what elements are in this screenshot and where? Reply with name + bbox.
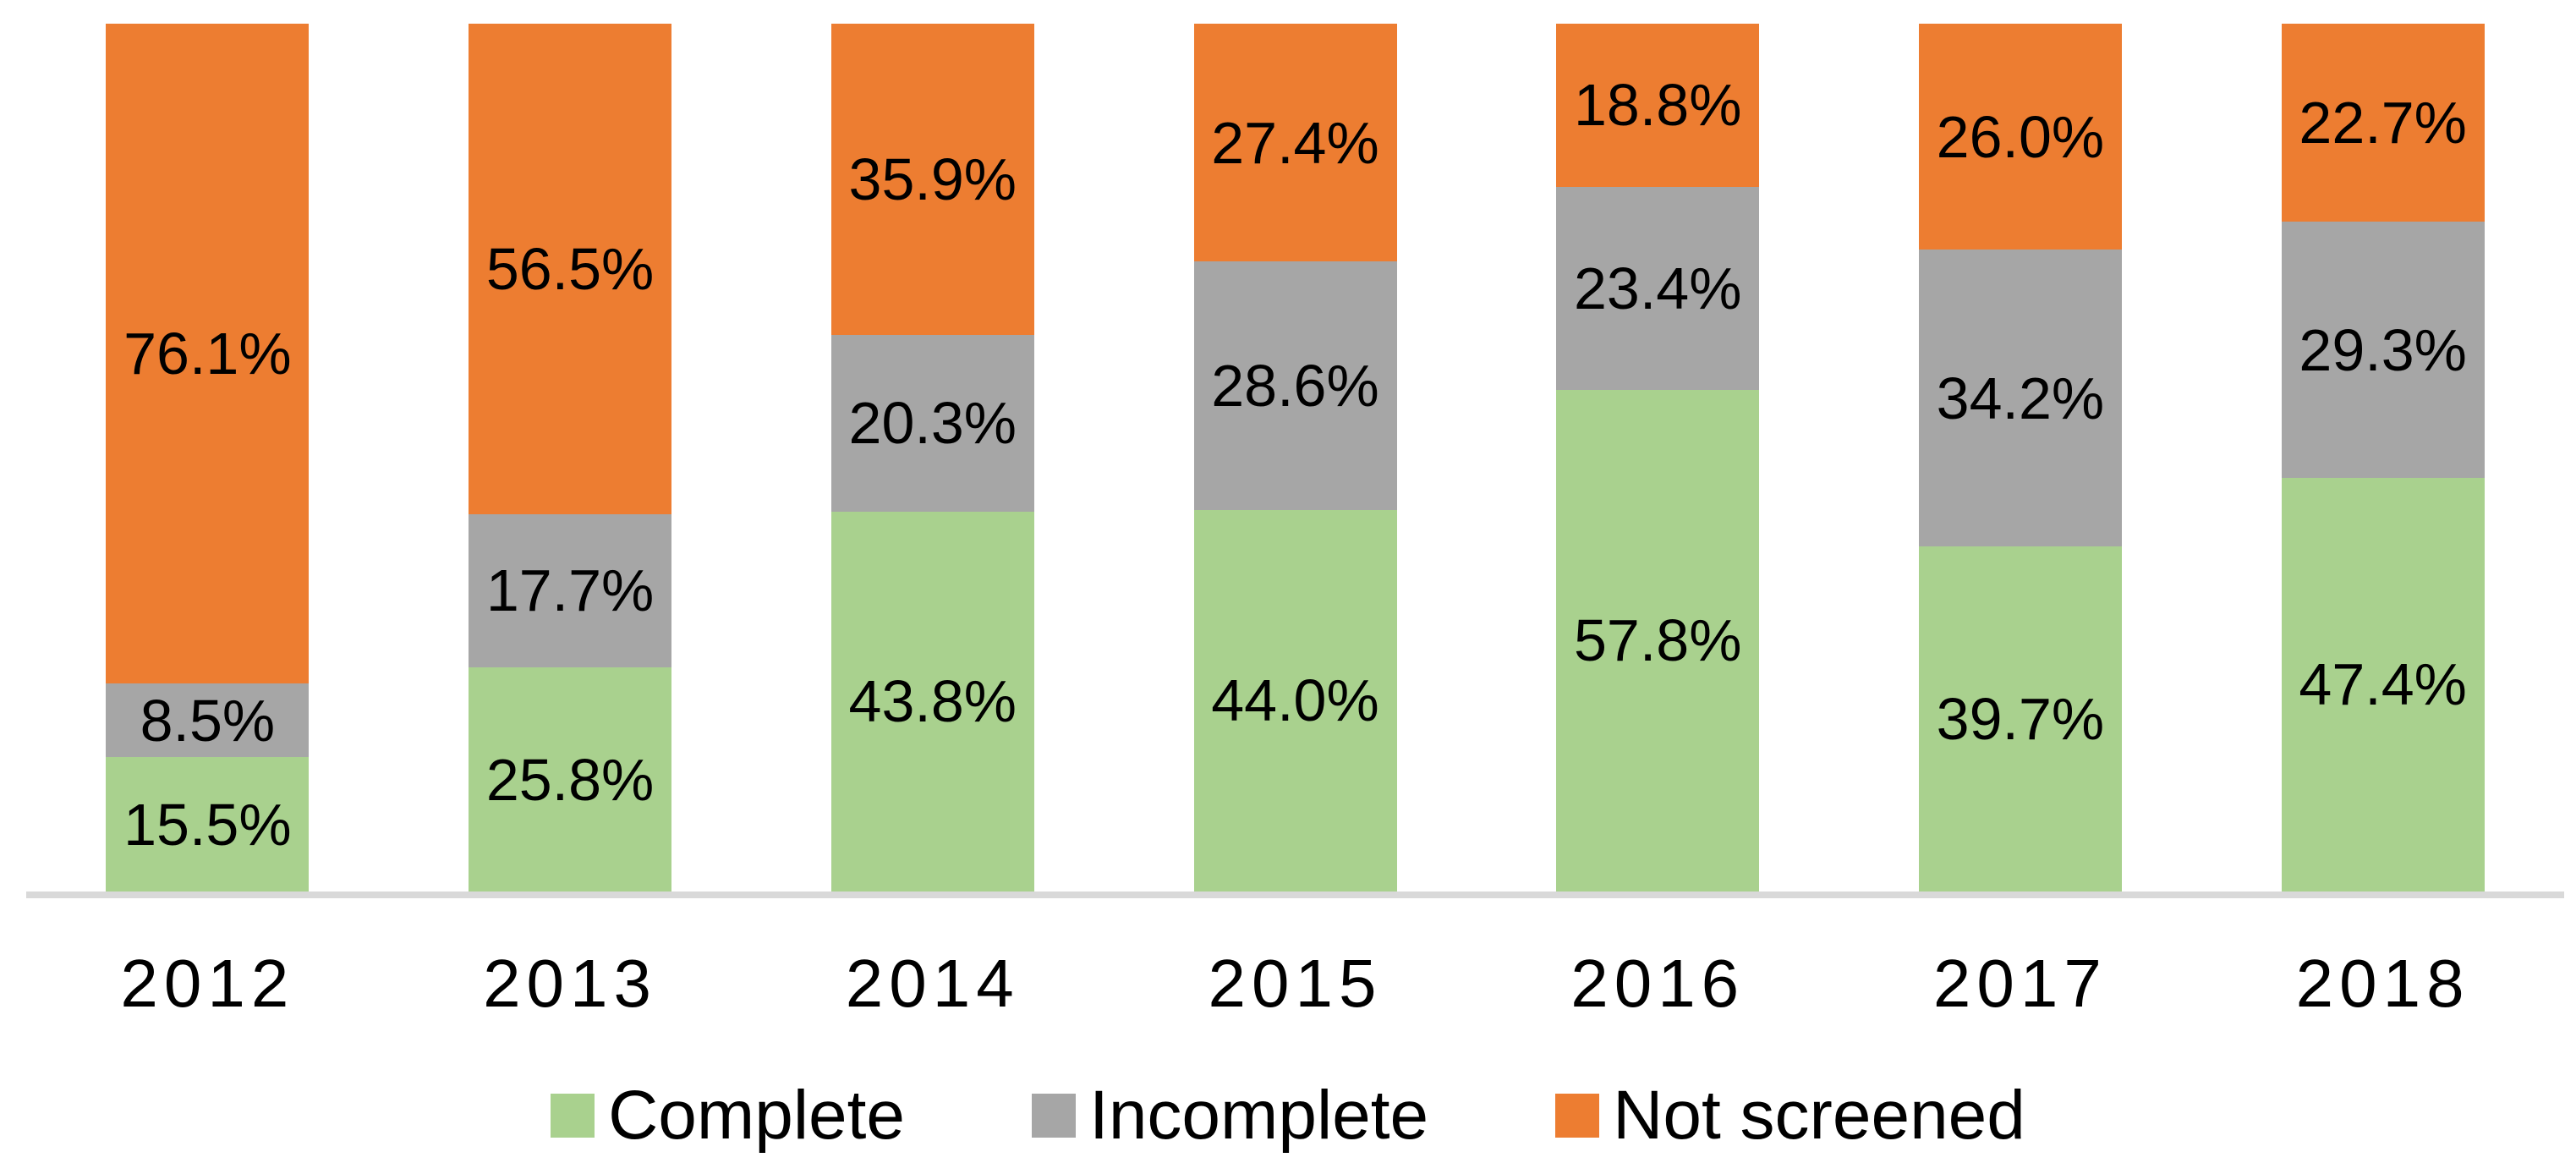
legend-item-incomplete: Incomplete [1032, 1081, 1428, 1150]
segment-complete-2014: 43.8% [830, 511, 1034, 891]
legend-label: Complete [608, 1077, 906, 1154]
legend: Complete Incomplete Not screened [0, 1081, 2576, 1150]
legend-swatch-not-screened [1555, 1094, 1600, 1138]
segment-incomplete-2014: 20.3% [830, 335, 1034, 512]
segment-not-screened-2014: 35.9% [830, 24, 1034, 336]
segment-not-screened-2015: 27.4% [1193, 24, 1397, 262]
bar-2016: 18.8% 23.4% 57.8% [1556, 24, 1760, 891]
data-label: 47.4% [2299, 651, 2467, 718]
x-axis-label-2017: 2017 [1932, 946, 2107, 1021]
segment-complete-2017: 39.7% [1918, 546, 2122, 891]
legend-item-not-screened: Not screened [1555, 1081, 2025, 1150]
x-axis-line [26, 891, 2564, 898]
bar-2017: 26.0% 34.2% 39.7% [1918, 24, 2122, 891]
segment-incomplete-2017: 34.2% [1918, 250, 2122, 547]
segment-complete-2013: 25.8% [469, 667, 672, 891]
segment-incomplete-2016: 23.4% [1556, 186, 1760, 390]
segment-incomplete-2013: 17.7% [469, 513, 672, 668]
data-label: 23.4% [1573, 255, 1742, 321]
segment-not-screened-2017: 26.0% [1918, 24, 2122, 250]
x-axis-label-2013: 2013 [483, 946, 658, 1021]
legend-label: Incomplete [1089, 1077, 1429, 1154]
legend-swatch-complete [551, 1094, 595, 1138]
data-label: 27.4% [1211, 109, 1379, 176]
bar-2018: 22.7% 29.3% 47.4% [2281, 24, 2485, 891]
bar-2012: 76.1% 8.5% 15.5% [106, 24, 310, 891]
segment-not-screened-2012: 76.1% [106, 24, 310, 683]
data-label: 22.7% [2299, 90, 2467, 156]
data-label: 39.7% [1936, 686, 2105, 753]
data-label: 25.8% [485, 746, 655, 813]
data-label: 34.2% [1936, 365, 2105, 431]
segment-incomplete-2015: 28.6% [1193, 261, 1397, 510]
segment-not-screened-2013: 56.5% [469, 24, 672, 514]
segment-complete-2012: 15.5% [106, 757, 310, 891]
data-label: 76.1% [123, 321, 292, 387]
data-label: 28.6% [1211, 352, 1379, 419]
data-label: 20.3% [848, 390, 1017, 457]
data-label: 43.8% [848, 668, 1017, 735]
data-label: 35.9% [848, 146, 1017, 213]
bar-2014: 35.9% 20.3% 43.8% [830, 24, 1034, 891]
bar-2015: 27.4% 28.6% 44.0% [1193, 24, 1397, 891]
data-label: 15.5% [123, 791, 292, 858]
x-axis-label-2016: 2016 [1570, 946, 1746, 1021]
x-axis-label-2018: 2018 [2295, 946, 2470, 1021]
data-label: 17.7% [485, 557, 655, 624]
segment-not-screened-2016: 18.8% [1556, 24, 1760, 187]
data-label: 29.3% [2299, 316, 2467, 383]
data-label: 18.8% [1573, 72, 1742, 139]
segment-incomplete-2018: 29.3% [2281, 222, 2485, 478]
segment-complete-2016: 57.8% [1556, 389, 1760, 891]
legend-label: Not screened [1613, 1077, 2025, 1154]
x-axis-label-2014: 2014 [845, 946, 1020, 1021]
data-label: 57.8% [1573, 607, 1742, 674]
segment-incomplete-2012: 8.5% [106, 683, 310, 758]
segment-complete-2015: 44.0% [1193, 509, 1397, 891]
data-label: 8.5% [140, 687, 276, 754]
x-axis-label-2015: 2015 [1208, 946, 1383, 1021]
segment-complete-2018: 47.4% [2281, 477, 2485, 891]
data-label: 56.5% [485, 235, 655, 302]
legend-item-complete: Complete [551, 1081, 905, 1150]
data-label: 26.0% [1936, 103, 2105, 170]
data-label: 44.0% [1211, 667, 1379, 734]
bar-2013: 56.5% 17.7% 25.8% [469, 24, 672, 891]
segment-not-screened-2018: 22.7% [2281, 24, 2485, 222]
x-axis-label-2012: 2012 [120, 946, 295, 1021]
legend-swatch-incomplete [1032, 1094, 1077, 1138]
